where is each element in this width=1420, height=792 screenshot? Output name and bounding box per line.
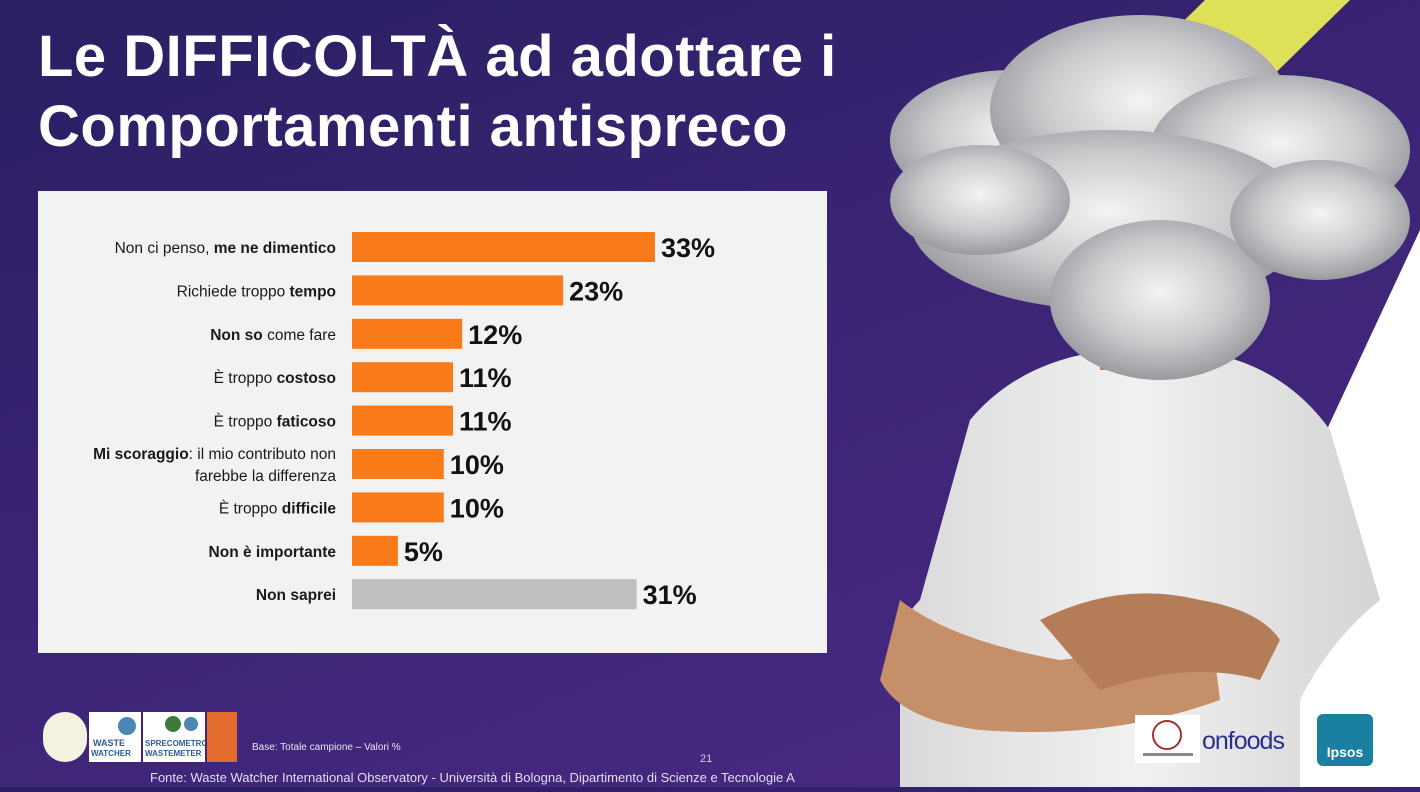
category-label-3: Non so come fare	[210, 327, 336, 344]
source-note: Fonte: Waste Watcher International Obser…	[150, 770, 795, 785]
bar-5	[352, 405, 453, 436]
value-label-4: 11%	[459, 363, 512, 393]
category-label-7: È troppo difficile	[219, 500, 337, 517]
bar-chart: 33% Non ci penso, me ne dimentico 23% Richi…	[93, 232, 715, 610]
category-label-8: Non è importante	[209, 544, 337, 561]
category-label-1: Non ci penso, me ne dimentico	[115, 240, 336, 257]
left-arm	[880, 600, 1220, 732]
value-label-9: 31%	[643, 580, 697, 610]
bar-7	[352, 492, 444, 523]
value-label-5: 11%	[459, 407, 512, 437]
category-label-6: Mi scoraggio: il mio contributo non	[93, 446, 336, 463]
svg-text:WATCHER: WATCHER	[91, 749, 131, 758]
title-line-2: Comportamenti antispreco	[38, 94, 788, 159]
value-label-1: 33%	[661, 233, 715, 263]
bar-3	[352, 318, 463, 349]
sprecometro-logo: SPRECOMETRO WASTEMETER	[143, 712, 208, 762]
svg-text:WASTEMETER: WASTEMETER	[145, 749, 202, 758]
bar-2	[352, 275, 564, 306]
base-note: Base: Totale campione – Valori %	[252, 742, 401, 753]
spreco-zero-logo	[43, 712, 87, 762]
cloud-head-photo	[860, 0, 1420, 787]
value-label-3: 12%	[468, 320, 522, 350]
title-line-1: Le DIFFICOLTÀ ad adottare i	[38, 24, 837, 89]
bar-4	[352, 362, 453, 393]
bar-9	[352, 579, 637, 610]
last-minute-market-logo	[207, 712, 237, 762]
value-label-8: 5%	[404, 537, 443, 567]
value-label-2: 23%	[569, 276, 623, 306]
waste-watcher-logo: WASTE WATCHER	[89, 712, 141, 762]
category-label-6-line2: farebbe la differenza	[195, 468, 336, 485]
category-label-5: È troppo faticoso	[214, 414, 336, 431]
bar-6	[352, 449, 444, 479]
onfoods-logo: onfoods	[1202, 727, 1285, 755]
right-arm	[1040, 593, 1280, 690]
cloud	[890, 15, 1410, 380]
category-label-9: Non saprei	[256, 587, 336, 604]
university-seal-logo	[1135, 715, 1200, 763]
page-number: 21	[700, 753, 713, 765]
ipsos-logo: Ipsos	[1317, 714, 1373, 766]
value-label-6: 10%	[450, 450, 504, 480]
category-label-2: Richiede troppo tempo	[177, 283, 336, 300]
bar-8	[352, 535, 398, 566]
value-label-7: 10%	[450, 493, 504, 523]
svg-text:WASTE: WASTE	[93, 738, 125, 748]
footer-logos-right: onfoods Ipsos	[1135, 713, 1380, 768]
footer-logos-left: WASTE WATCHER SPRECOMETRO WASTEMETER	[43, 712, 237, 762]
svg-text:SPRECOMETRO: SPRECOMETRO	[145, 739, 205, 748]
page-title: Le DIFFICOLTÀ ad adottare i Comportament…	[38, 22, 837, 162]
chart-panel: 33% Non ci penso, me ne dimentico 23% Richi…	[38, 191, 827, 653]
photo-illustration	[880, 0, 1420, 787]
ipsos-logo-text: Ipsos	[1326, 744, 1364, 760]
bar-1	[352, 232, 655, 262]
category-label-4: È troppo costoso	[214, 370, 336, 387]
